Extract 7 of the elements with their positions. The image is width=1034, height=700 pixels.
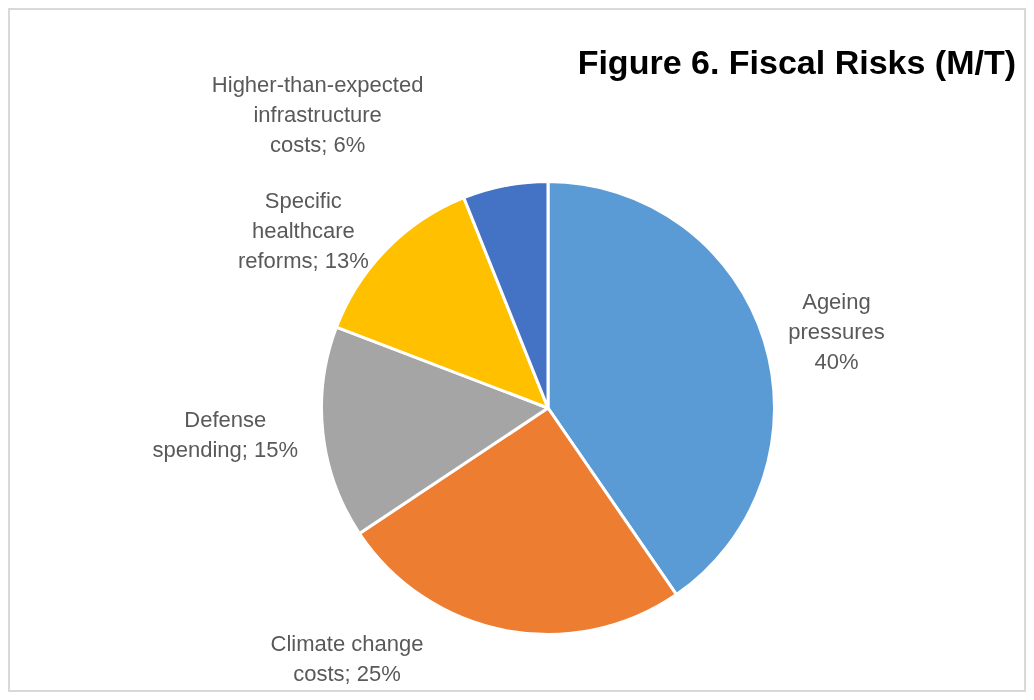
chart-title: Figure 6. Fiscal Risks (M/T) bbox=[577, 43, 1016, 82]
slice-label: Defense spending; 15% bbox=[152, 406, 299, 462]
data-label: 40% bbox=[814, 349, 859, 375]
slice-label: Ageing pressures bbox=[788, 289, 885, 345]
slice-label: Higher-than-expected infrastructure costs; 6% bbox=[211, 72, 424, 158]
slice-label: Climate change costs; 25% bbox=[270, 631, 424, 687]
slice-label: Specific healthcare reforms; 13% bbox=[237, 187, 369, 273]
